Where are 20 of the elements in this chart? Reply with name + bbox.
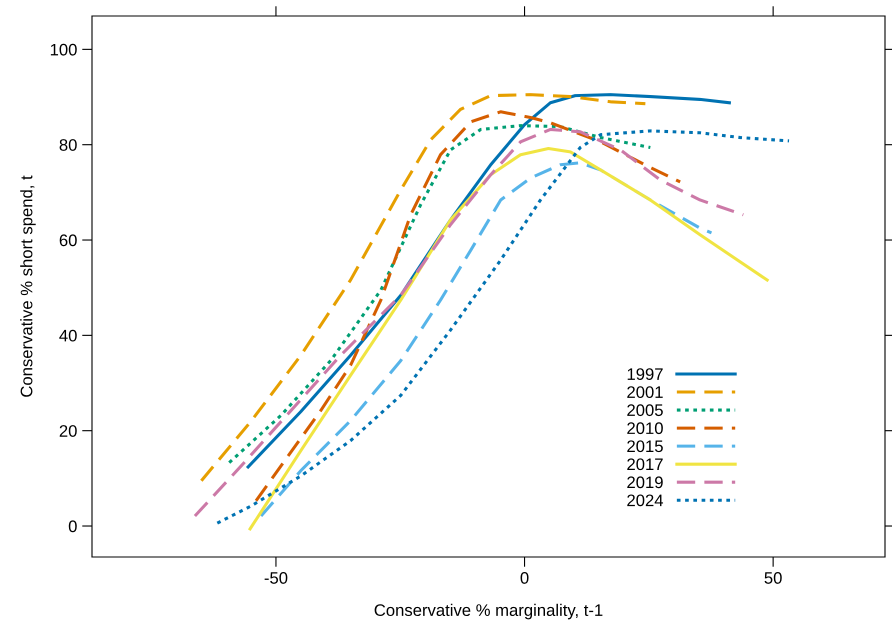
y-tick-label: 0	[68, 520, 77, 532]
legend-label: 2019	[627, 476, 663, 488]
legend-label: 2015	[627, 440, 663, 452]
y-tick-label: 60	[60, 234, 77, 246]
y-tick-label: 80	[60, 139, 77, 151]
legend-label: 2010	[627, 422, 663, 434]
x-tick-label: -50	[264, 572, 288, 584]
x-tick-label: 0	[520, 572, 529, 584]
y-axis-title: Conservative % short spend, t	[20, 175, 36, 397]
legend-label: 2024	[627, 494, 664, 506]
y-tick-label: 100	[50, 44, 77, 56]
x-axis-title: Conservative % marginality, t-1	[374, 604, 602, 620]
legend-label: 2005	[627, 404, 663, 416]
y-tick-label: 40	[59, 330, 77, 342]
legend-label: 1997	[628, 368, 663, 380]
legend-label: 2001	[627, 386, 663, 398]
y-tick-label: 20	[60, 425, 77, 437]
legend-label: 2017	[627, 458, 663, 470]
line-series	[260, 161, 714, 518]
x-tick-label: 50	[764, 572, 782, 584]
